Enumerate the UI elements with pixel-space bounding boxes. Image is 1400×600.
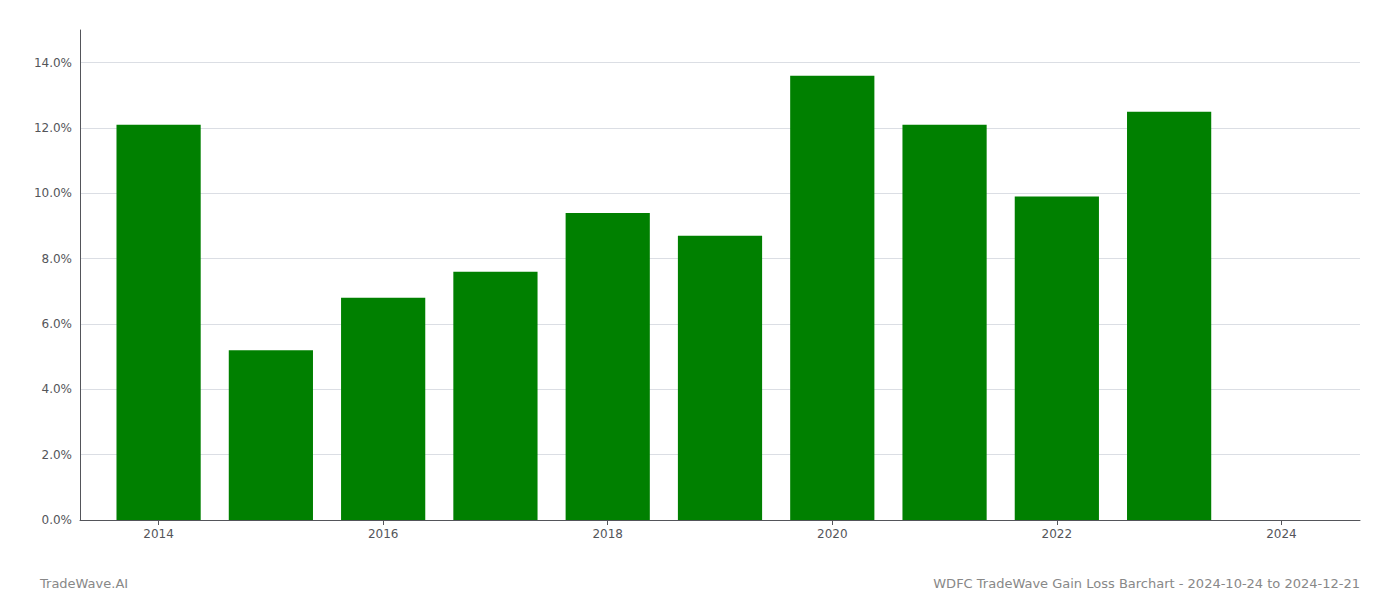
- svg-text:12.0%: 12.0%: [34, 121, 72, 135]
- svg-text:2.0%: 2.0%: [42, 448, 73, 462]
- svg-text:TradeWave.AI: TradeWave.AI: [39, 576, 128, 591]
- svg-text:6.0%: 6.0%: [42, 317, 73, 331]
- svg-text:2020: 2020: [817, 527, 848, 541]
- svg-text:2014: 2014: [143, 527, 174, 541]
- svg-text:WDFC TradeWave Gain Loss Barch: WDFC TradeWave Gain Loss Barchart - 2024…: [933, 576, 1360, 591]
- svg-text:2018: 2018: [592, 527, 623, 541]
- svg-text:0.0%: 0.0%: [42, 513, 73, 527]
- svg-text:14.0%: 14.0%: [34, 56, 72, 70]
- svg-text:10.0%: 10.0%: [34, 186, 72, 200]
- svg-text:2022: 2022: [1042, 527, 1073, 541]
- svg-text:2024: 2024: [1266, 527, 1297, 541]
- svg-text:8.0%: 8.0%: [42, 252, 73, 266]
- svg-text:2016: 2016: [368, 527, 399, 541]
- svg-text:4.0%: 4.0%: [42, 382, 73, 396]
